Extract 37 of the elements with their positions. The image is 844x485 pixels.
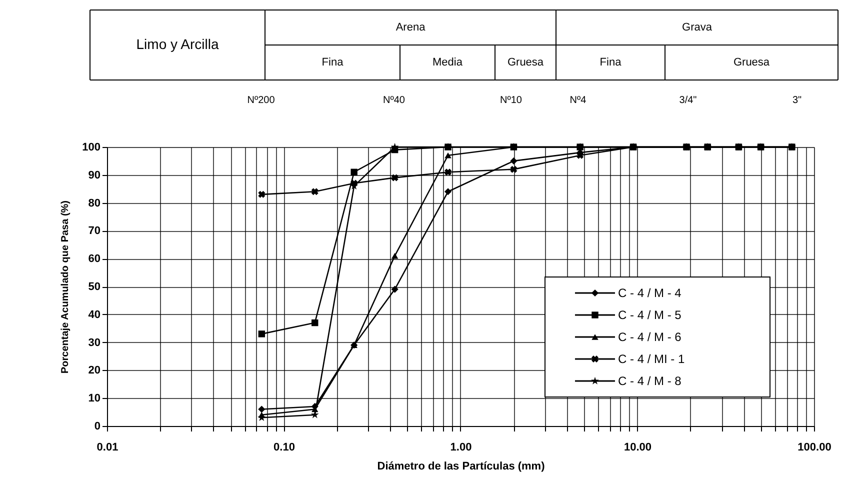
- text: Fina: [322, 56, 344, 68]
- y-tick-label: 40: [88, 308, 100, 321]
- legend-label: C - 4 / M - 8: [618, 374, 682, 388]
- text: Nº10: [500, 95, 522, 106]
- y-tick-label: 60: [88, 253, 100, 266]
- text: Media: [432, 56, 464, 68]
- x-axis-title: Diámetro de las Partículas (mm): [377, 460, 546, 472]
- y-tick-label: 50: [88, 281, 100, 293]
- text: Nº40: [383, 95, 406, 106]
- y-tick-label: 80: [88, 197, 100, 210]
- y-tick-label: 0: [94, 420, 100, 432]
- x-tick-label: 0.01: [96, 442, 118, 454]
- x-tick-label: 100.00: [798, 442, 832, 454]
- legend-label: C - 4 / M - 6: [618, 330, 682, 344]
- x-tick-label: 10.00: [624, 442, 652, 454]
- text: Grava: [682, 22, 713, 34]
- text: Fina: [600, 56, 622, 68]
- y-axis-title: Porcentaje Acumulado que Pasa (%): [60, 200, 72, 374]
- x-tick-label: 1.00: [450, 442, 472, 454]
- text: Gruesa: [733, 56, 770, 68]
- text: Arena: [396, 22, 426, 34]
- x-tick-label: 0.10: [274, 442, 295, 454]
- legend-label: C - 4 / M - 4: [618, 286, 682, 300]
- y-tick-label: 30: [88, 336, 100, 349]
- text: Gruesa: [507, 56, 544, 68]
- y-tick-label: 20: [88, 364, 100, 377]
- text: Nº200: [247, 95, 276, 106]
- text: Limo y Arcilla: [136, 36, 219, 52]
- y-tick-label: 90: [88, 169, 100, 182]
- y-tick-label: 70: [88, 225, 100, 238]
- text: 3": [792, 95, 802, 106]
- text: Nº4: [570, 95, 587, 106]
- y-tick-label: 10: [88, 392, 100, 405]
- y-tick-label: 100: [82, 142, 100, 154]
- legend-label: C - 4 / M - 5: [618, 308, 682, 322]
- text: 3/4": [679, 95, 698, 106]
- legend-label: C - 4 / MI - 1: [618, 352, 685, 366]
